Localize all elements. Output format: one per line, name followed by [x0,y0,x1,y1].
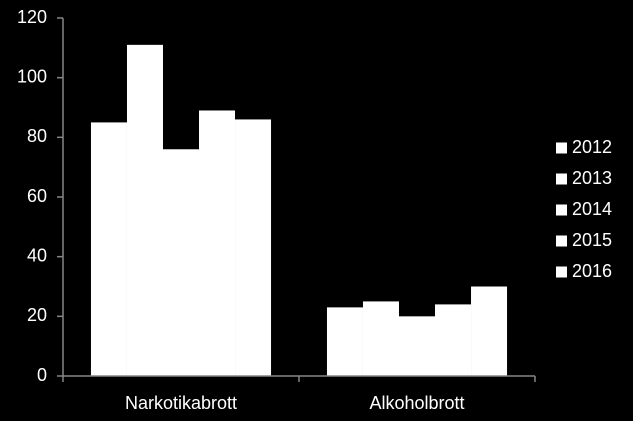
bar [471,286,508,376]
legend-swatch [556,142,567,154]
legend-label: 2015 [572,230,612,250]
legend-label: 2012 [572,137,612,157]
bar [435,304,472,376]
y-tick-label: 100 [17,66,47,86]
y-tick-label: 60 [27,186,47,206]
legend-swatch [556,204,567,216]
x-tick-label: Narkotikabrott [125,393,237,413]
y-tick-label: 20 [27,305,47,325]
bar [398,316,436,376]
legend-swatch [556,235,567,247]
legend-swatch [556,173,567,185]
bar [362,301,399,376]
y-tick-label: 80 [27,126,47,146]
bar [199,110,236,376]
legend-label: 2014 [572,199,612,219]
y-tick-label: 120 [17,7,47,27]
legend-swatch [556,266,567,278]
legend-label: 2016 [572,261,612,281]
y-tick-label: 0 [37,365,47,385]
y-tick-label: 40 [27,245,47,265]
bar [235,119,272,376]
bar [326,307,363,376]
bar [90,122,127,377]
bar [162,149,200,376]
x-tick-label: Alkoholbrott [369,393,464,413]
bar [126,44,163,376]
legend-label: 2013 [572,168,612,188]
